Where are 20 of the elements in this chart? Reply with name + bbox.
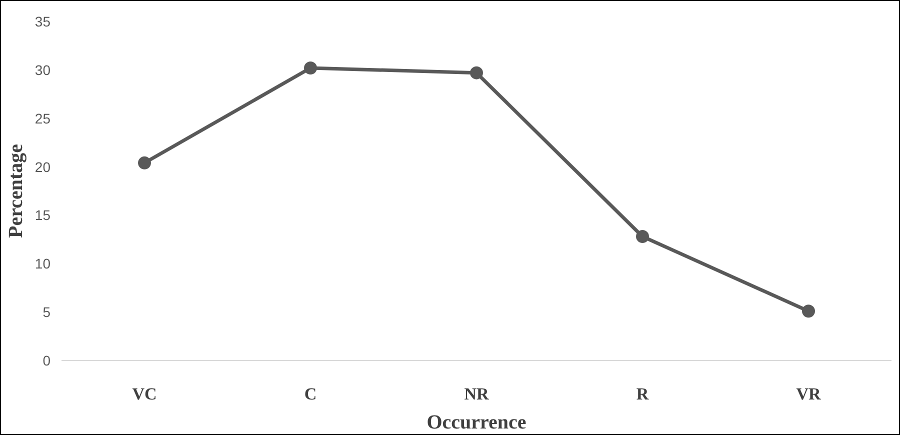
y-tick-label: 15 <box>34 207 51 224</box>
y-tick-label: 5 <box>42 304 51 320</box>
y-tick-label: 20 <box>34 158 51 175</box>
point <box>470 66 483 80</box>
y-axis-title: Percentage <box>4 144 27 238</box>
x-tick-label: R <box>636 384 650 404</box>
x-tick-label: NR <box>464 384 490 404</box>
x-tick-label: VR <box>796 384 822 404</box>
x-tick-label: C <box>304 384 317 404</box>
y-tick-label: 30 <box>34 62 51 78</box>
y-tick-label: 10 <box>34 256 51 272</box>
point <box>636 230 649 244</box>
point <box>304 62 317 74</box>
y-tick-label: 35 <box>34 14 51 30</box>
point <box>138 156 151 170</box>
x-tick-label: VC <box>132 384 157 404</box>
y-tick-label: 25 <box>34 110 51 126</box>
y-tick-label: 0 <box>42 352 51 368</box>
point <box>802 304 815 318</box>
x-axis-title: Occurrence <box>426 412 526 434</box>
